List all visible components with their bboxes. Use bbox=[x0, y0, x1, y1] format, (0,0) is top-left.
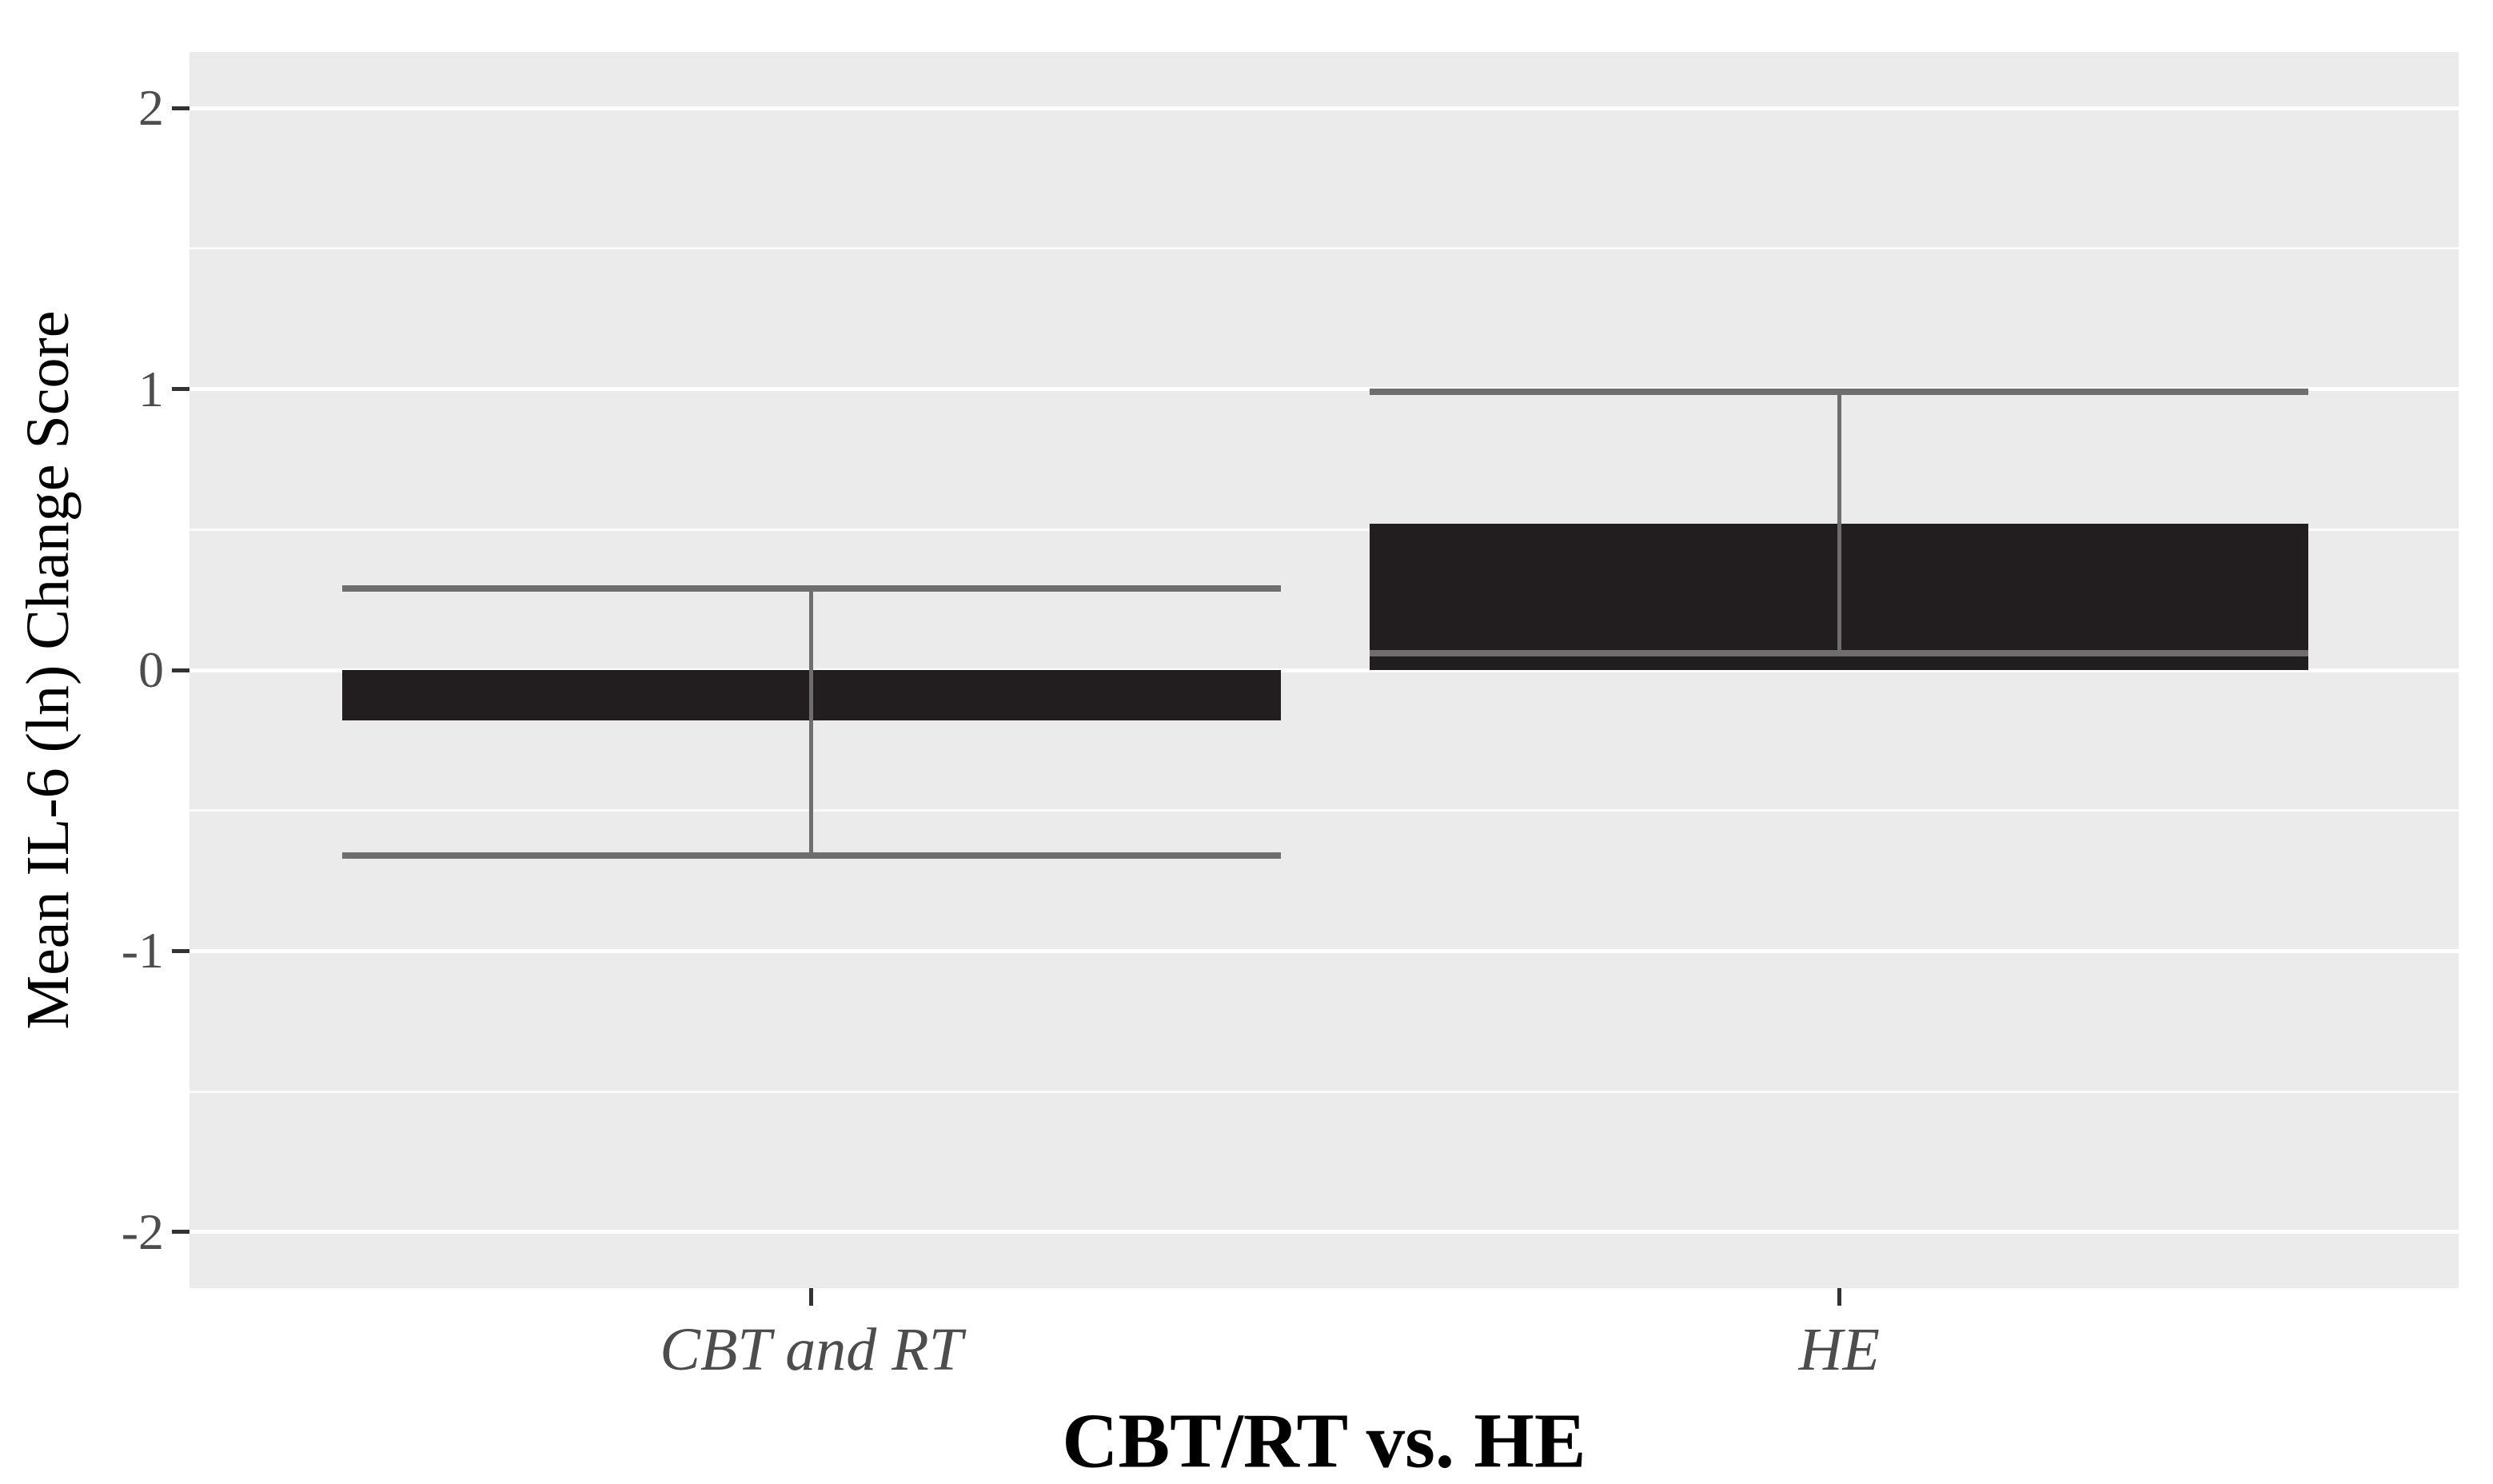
x-tick-mark bbox=[809, 1288, 814, 1306]
y-tick-label: 1 bbox=[138, 360, 164, 417]
x-tick-mark bbox=[1837, 1288, 1841, 1306]
y-tick-mark bbox=[172, 106, 189, 110]
error-bar-line bbox=[809, 588, 814, 856]
category-label: HE bbox=[1798, 1316, 1880, 1383]
gridline-minor bbox=[189, 1090, 2459, 1093]
gridline-minor bbox=[189, 528, 2459, 531]
y-tick-mark bbox=[172, 668, 189, 672]
error-bar-upper-cap bbox=[341, 585, 1281, 592]
gridline-minor bbox=[189, 809, 2459, 812]
y-tick-mark bbox=[172, 948, 189, 953]
y-tick-label: -1 bbox=[121, 922, 164, 979]
y-tick-label: 2 bbox=[138, 79, 164, 137]
category-label: CBT and RT bbox=[660, 1316, 963, 1383]
error-bar-lower-cap bbox=[341, 852, 1281, 859]
gridline-major bbox=[189, 106, 2459, 110]
gridline-major bbox=[189, 1230, 2459, 1235]
gridline-major bbox=[189, 387, 2459, 392]
x-axis-title: CBT/RT vs. HE bbox=[1062, 1398, 1586, 1484]
gridline-minor bbox=[189, 247, 2459, 250]
plot-panel bbox=[189, 52, 2459, 1288]
y-tick-label: -2 bbox=[121, 1203, 164, 1260]
y-tick-mark bbox=[172, 387, 189, 392]
y-tick-label: 0 bbox=[138, 641, 164, 698]
gridline-major bbox=[189, 668, 2459, 672]
error-bar-upper-cap bbox=[1370, 389, 2309, 396]
gridline-major bbox=[189, 948, 2459, 953]
y-tick-mark bbox=[172, 1230, 189, 1235]
error-bar-line bbox=[1837, 392, 1841, 653]
error-bar-lower-cap bbox=[1370, 649, 2309, 656]
